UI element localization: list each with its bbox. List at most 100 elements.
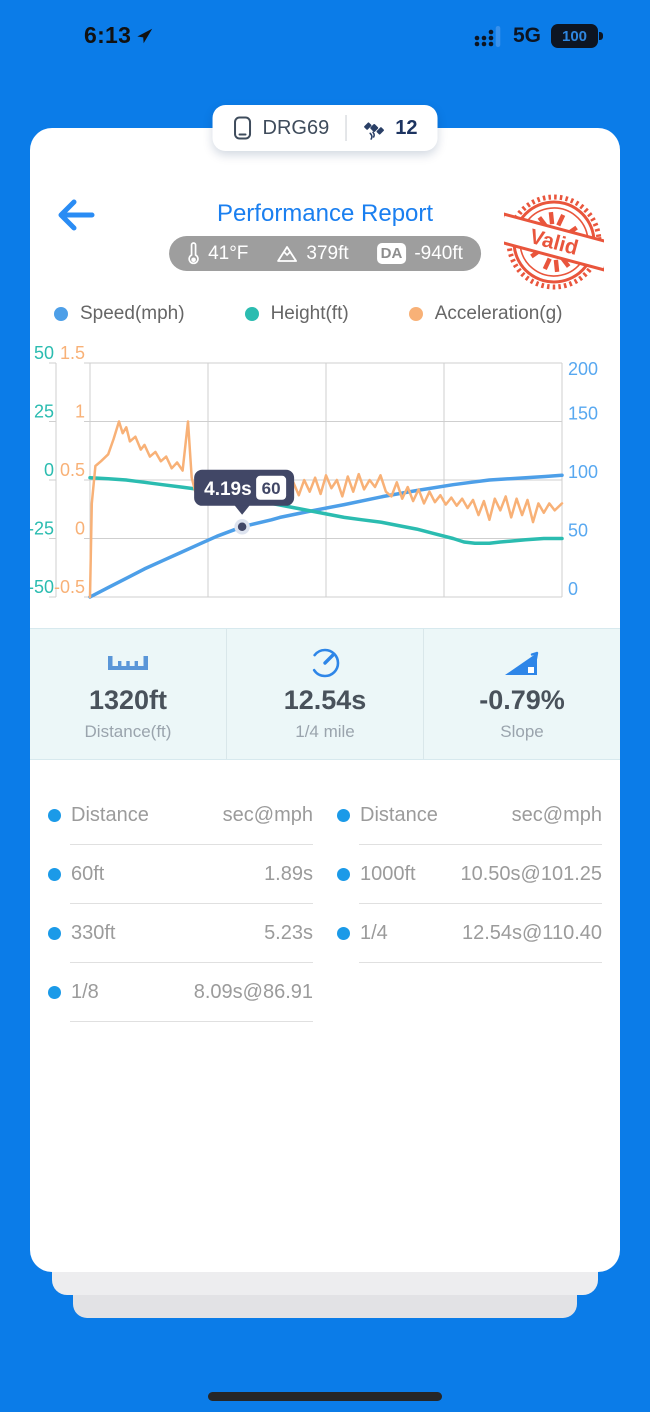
height-axis-label: 50 bbox=[34, 343, 54, 363]
legend-item-acceleration[interactable]: Acceleration(g) bbox=[408, 303, 563, 325]
tooltip-pointer bbox=[234, 504, 251, 515]
satellite-count: 12 bbox=[395, 116, 418, 139]
chart-canvas[interactable]: 50 25 0 -25 -50 1.5 1 0.5 0 -0.5 200 150 100 50 0 4.19s… bbox=[28, 338, 620, 618]
back-button[interactable] bbox=[56, 198, 96, 232]
bullet-icon bbox=[48, 986, 61, 999]
page-title: Performance Report bbox=[216, 200, 434, 227]
height-legend-dot bbox=[244, 307, 259, 321]
accel-axis-label: -0.5 bbox=[54, 577, 85, 597]
speed-legend-dot bbox=[54, 307, 68, 321]
slope-label: Slope bbox=[500, 721, 544, 741]
slope-value: -0.79% bbox=[479, 684, 565, 715]
conditions-pill: 41°F 379ft DA -940ft bbox=[169, 236, 481, 271]
clock: 6:13 bbox=[84, 22, 132, 48]
split-label: 1/8 bbox=[71, 981, 99, 1003]
satellite-icon bbox=[363, 121, 384, 140]
accel-axis-label: 0.5 bbox=[60, 460, 85, 480]
ruler-icon bbox=[108, 655, 148, 670]
height-axis-label: -50 bbox=[30, 577, 54, 597]
table-row: 1000ft 10.50s@101.25 bbox=[337, 845, 602, 904]
splits-table: Distance sec@mph 60ft 1.89s 330ft 5.23s … bbox=[48, 786, 602, 1022]
valid-stamp: Valid bbox=[504, 194, 604, 290]
series-Speed(mph) bbox=[88, 473, 564, 599]
split-label: 1000ft bbox=[360, 863, 416, 885]
speed-axis-label: 150 bbox=[568, 404, 598, 424]
accel-axis-label: 1 bbox=[75, 402, 85, 422]
tooltip-marker-dot bbox=[234, 519, 250, 535]
legend-item-height[interactable]: Height(ft) bbox=[244, 303, 349, 325]
split-label: 330ft bbox=[71, 922, 116, 944]
column-header-secmph: sec@mph bbox=[222, 804, 313, 826]
slope-icon bbox=[505, 651, 539, 675]
table-header-row: Distance sec@mph bbox=[337, 786, 602, 845]
home-indicator[interactable] bbox=[208, 1392, 442, 1401]
mountain-icon bbox=[277, 245, 298, 262]
network-type: 5G bbox=[512, 24, 541, 47]
splits-right-column: Distance sec@mph 1000ft 10.50s@101.25 1/… bbox=[337, 786, 602, 1022]
split-label: 60ft bbox=[71, 863, 105, 885]
tooltip-value-label: 60 bbox=[262, 479, 281, 498]
table-row: 330ft 5.23s bbox=[48, 904, 313, 963]
stat-distance: 1320ft Distance(ft) bbox=[30, 629, 226, 759]
chart-legend: Speed(mph) Height(ft) Acceleration(g) bbox=[54, 303, 562, 325]
density-altitude-value: -940ft bbox=[414, 242, 463, 264]
acceleration-legend-dot bbox=[408, 307, 423, 321]
table-header-row: Distance sec@mph bbox=[48, 786, 313, 845]
stat-slope: -0.79% Slope bbox=[423, 629, 620, 759]
split-value: 1.89s bbox=[264, 863, 313, 885]
status-time: 6:13 bbox=[84, 22, 154, 49]
quarter-mile-value: 12.54s bbox=[283, 684, 367, 715]
table-row: 1/4 12.54s@110.40 bbox=[337, 904, 602, 963]
tooltip-time-label: 4.19s bbox=[204, 479, 252, 500]
distance-value: 1320ft bbox=[88, 684, 168, 715]
speed-axis-label: 0 bbox=[568, 579, 578, 599]
temperature-value: 41°F bbox=[208, 242, 249, 264]
height-axis-label: -25 bbox=[30, 519, 54, 539]
table-row: 1/8 8.09s@86.91 bbox=[48, 963, 313, 1022]
quarter-mile-label: 1/4 mile bbox=[295, 721, 355, 741]
stacked-card-2 bbox=[73, 1294, 577, 1318]
cellular-signal-icon bbox=[474, 26, 501, 47]
height-axis-label: 0 bbox=[44, 460, 54, 480]
pill-divider bbox=[345, 115, 347, 141]
performance-chart[interactable]: 50 25 0 -25 -50 1.5 1 0.5 0 -0.5 200 150 100 50 0 4.19s… bbox=[28, 338, 620, 618]
speed-axis-label: 50 bbox=[568, 521, 588, 541]
thermometer-icon bbox=[188, 241, 199, 264]
back-arrow-icon bbox=[58, 199, 95, 231]
stacked-card-1 bbox=[52, 1271, 598, 1295]
device-pill[interactable]: DRG69 12 bbox=[212, 105, 438, 151]
split-value: 12.54s@110.40 bbox=[461, 922, 602, 944]
speedometer-icon bbox=[310, 648, 340, 677]
bullet-icon bbox=[48, 927, 61, 940]
distance-label: Distance(ft) bbox=[84, 721, 172, 741]
speed-axis-label: 200 bbox=[568, 359, 598, 379]
series-Height(ft) bbox=[88, 475, 564, 545]
speed-axis-label: 100 bbox=[568, 462, 598, 482]
accel-axis-label: 1.5 bbox=[60, 343, 85, 363]
tooltip-value-badge bbox=[256, 475, 287, 500]
table-row: 60ft 1.89s bbox=[48, 845, 313, 904]
battery-icon: 100 bbox=[551, 24, 603, 48]
location-arrow-icon bbox=[137, 28, 153, 43]
device-name: DRG69 bbox=[262, 116, 330, 139]
bullet-icon bbox=[48, 809, 61, 822]
legend-speed-label: Speed(mph) bbox=[80, 303, 185, 324]
da-badge: DA bbox=[376, 243, 407, 264]
series-Acceleration(g) bbox=[88, 420, 564, 599]
bullet-icon bbox=[337, 809, 350, 822]
legend-height-label: Height(ft) bbox=[270, 303, 349, 324]
report-card: Performance Report 41°F 379ft DA -940ft bbox=[28, 128, 620, 1272]
split-value: 8.09s@86.91 bbox=[193, 981, 313, 1003]
legend-item-speed[interactable]: Speed(mph) bbox=[54, 303, 185, 325]
stat-quarter-mile: 12.54s 1/4 mile bbox=[226, 629, 423, 759]
column-header-distance: Distance bbox=[71, 804, 149, 826]
legend-acceleration-label: Acceleration(g) bbox=[434, 303, 563, 324]
bullet-icon bbox=[48, 868, 61, 881]
accel-axis-label: 0 bbox=[75, 519, 85, 539]
split-value: 10.50s@101.25 bbox=[460, 863, 602, 885]
altitude-value: 379ft bbox=[306, 242, 349, 264]
height-axis-label: 25 bbox=[34, 402, 54, 422]
split-label: 1/4 bbox=[360, 922, 388, 944]
split-value: 5.23s bbox=[264, 922, 313, 944]
